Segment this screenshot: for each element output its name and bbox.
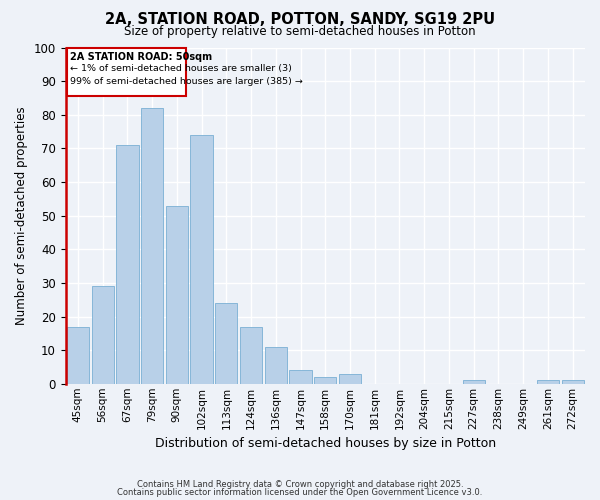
Bar — [562, 380, 584, 384]
Bar — [537, 380, 559, 384]
Bar — [92, 286, 114, 384]
Text: Size of property relative to semi-detached houses in Potton: Size of property relative to semi-detach… — [124, 25, 476, 38]
Bar — [289, 370, 311, 384]
Bar — [190, 135, 213, 384]
Bar — [116, 145, 139, 384]
X-axis label: Distribution of semi-detached houses by size in Potton: Distribution of semi-detached houses by … — [155, 437, 496, 450]
Bar — [141, 108, 163, 384]
Bar — [166, 206, 188, 384]
Text: 99% of semi-detached houses are larger (385) →: 99% of semi-detached houses are larger (… — [70, 77, 302, 86]
Bar — [265, 347, 287, 384]
Bar — [463, 380, 485, 384]
Bar — [215, 303, 238, 384]
Bar — [339, 374, 361, 384]
Text: Contains public sector information licensed under the Open Government Licence v3: Contains public sector information licen… — [118, 488, 482, 497]
Text: 2A STATION ROAD: 50sqm: 2A STATION ROAD: 50sqm — [70, 52, 212, 62]
Text: 2A, STATION ROAD, POTTON, SANDY, SG19 2PU: 2A, STATION ROAD, POTTON, SANDY, SG19 2P… — [105, 12, 495, 28]
Bar — [314, 377, 337, 384]
Y-axis label: Number of semi-detached properties: Number of semi-detached properties — [15, 106, 28, 325]
Text: ← 1% of semi-detached houses are smaller (3): ← 1% of semi-detached houses are smaller… — [70, 64, 292, 74]
Bar — [67, 326, 89, 384]
Bar — [240, 326, 262, 384]
Text: Contains HM Land Registry data © Crown copyright and database right 2025.: Contains HM Land Registry data © Crown c… — [137, 480, 463, 489]
Bar — [67, 48, 185, 96]
